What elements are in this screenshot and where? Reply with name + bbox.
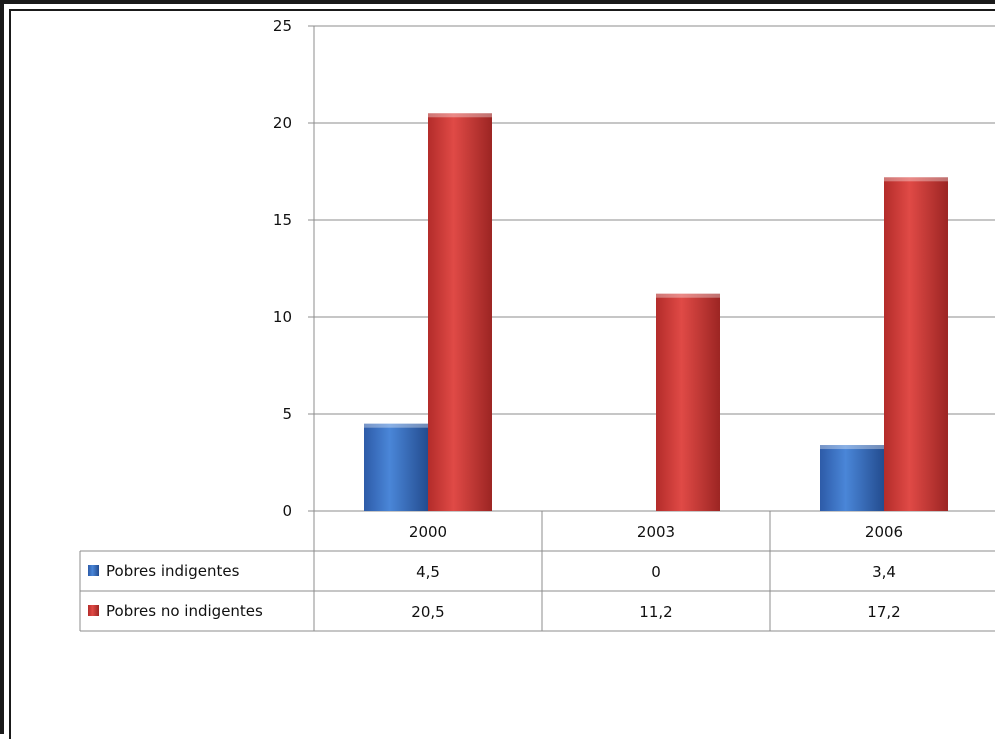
bar-highlight	[656, 293, 720, 298]
bar	[884, 177, 948, 511]
category-label: 2000	[409, 523, 447, 541]
data-value: 11,2	[639, 603, 672, 621]
data-value: 0	[651, 563, 661, 581]
bar-highlight	[884, 177, 948, 182]
data-value: 3,4	[872, 563, 896, 581]
y-tick-label: 25	[273, 17, 292, 35]
y-tick-label: 20	[273, 114, 292, 132]
legend-label: Pobres indigentes	[106, 562, 240, 580]
data-value: 20,5	[411, 603, 444, 621]
legend-label: Pobres no indigentes	[106, 602, 263, 620]
y-tick-label: 5	[282, 405, 292, 423]
category-label: 2003	[637, 523, 675, 541]
bar	[820, 445, 884, 511]
bar-highlight	[820, 445, 884, 450]
bar-highlight	[364, 423, 428, 428]
legend-swatch	[88, 605, 99, 616]
bar	[364, 423, 428, 511]
y-tick-label: 10	[273, 308, 292, 326]
bar	[656, 293, 720, 511]
category-label: 2006	[865, 523, 903, 541]
bar	[428, 113, 492, 512]
bar-highlight	[428, 113, 492, 118]
legend-swatch	[88, 565, 99, 576]
inner-frame	[9, 9, 995, 739]
y-tick-label: 0	[282, 502, 292, 520]
data-value: 4,5	[416, 563, 440, 581]
y-tick-label: 15	[273, 211, 292, 229]
data-value: 17,2	[867, 603, 900, 621]
